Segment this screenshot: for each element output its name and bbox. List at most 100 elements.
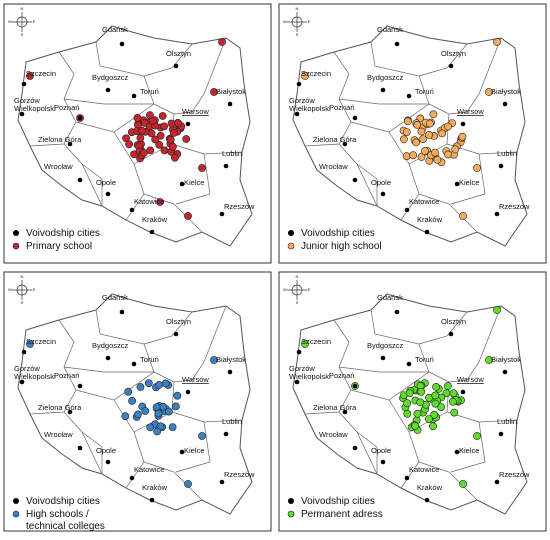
location-dot — [168, 423, 177, 431]
city-label: Wrocław — [319, 430, 348, 439]
city-label: Wrocław — [44, 162, 73, 171]
city-label: Warsow — [182, 107, 209, 116]
location-dot — [210, 356, 218, 364]
location-dot — [425, 130, 433, 139]
region-border — [450, 153, 486, 205]
map-panel: N S W E Gdańsk Olsztyn Szczecin Białystok Bydgos… — [3, 271, 272, 532]
city-label: Lublin — [222, 417, 242, 426]
city-dot — [502, 369, 508, 375]
location-dot — [124, 387, 133, 396]
city-dot — [105, 191, 111, 197]
city-label: Opole — [371, 446, 391, 455]
city-label: Poznań — [329, 371, 354, 380]
city-dot — [173, 63, 179, 69]
location-dot — [403, 117, 412, 126]
location-dot — [412, 138, 420, 147]
city-dot — [494, 479, 500, 485]
city-label: Gorzów — [14, 96, 40, 105]
city-label: Kielce — [459, 446, 479, 455]
location-dot — [403, 399, 412, 408]
city-label: Wielkopolski — [289, 372, 331, 381]
region-border — [418, 311, 468, 345]
compass-arrows — [287, 280, 307, 300]
city-dot — [21, 81, 27, 87]
location-dot — [153, 427, 162, 436]
region-border — [29, 143, 65, 147]
city-label: Zielona Góra — [38, 135, 82, 144]
location-dot — [413, 409, 422, 418]
location-dot — [473, 432, 481, 440]
city-dot — [19, 111, 25, 117]
city-label: Kielce — [184, 446, 204, 455]
city-label: Zielona Góra — [313, 135, 357, 144]
region-border — [370, 37, 502, 115]
location-dot — [430, 410, 439, 419]
city-dot — [173, 331, 179, 337]
compass-label: E — [33, 19, 36, 24]
region-border — [304, 143, 340, 147]
location-dot — [448, 397, 457, 406]
location-dot — [444, 150, 452, 159]
location-dot — [409, 151, 418, 160]
city-label: Wielkopolski — [289, 104, 331, 113]
region-border — [356, 163, 378, 206]
location-dot — [141, 407, 150, 415]
region-border — [143, 461, 203, 501]
region-border — [370, 305, 502, 383]
location-dot — [156, 198, 164, 206]
city-dot — [296, 81, 302, 87]
city-label: Olsztyn — [166, 49, 191, 58]
region-border — [446, 381, 518, 423]
city-label: Szczecin — [26, 69, 56, 78]
location-dot — [493, 38, 501, 46]
location-dot — [417, 153, 426, 161]
compass-label: S — [296, 32, 299, 37]
city-label: Zielona Góra — [313, 403, 357, 412]
location-dot — [198, 164, 206, 172]
location-dot — [420, 147, 429, 155]
city-label: Olsztyn — [166, 317, 191, 326]
city-dot — [19, 379, 25, 385]
location-dot — [438, 129, 446, 138]
location-dot — [431, 399, 440, 408]
location-dot — [425, 119, 434, 128]
location-dot — [402, 152, 411, 161]
location-dot — [133, 114, 142, 122]
location-dot — [450, 408, 459, 417]
city-label: Lublin — [497, 149, 517, 158]
city-dot — [404, 207, 410, 213]
compass-label: E — [308, 287, 311, 292]
city-dot — [223, 163, 229, 169]
city-dot — [77, 115, 83, 121]
city-label: Lublin — [497, 417, 517, 426]
region-border — [418, 461, 478, 501]
legend-label: Voivodship cities — [26, 496, 100, 507]
city-label: Opole — [371, 178, 391, 187]
city-label: Lublin — [222, 149, 242, 158]
city-label: Kraków — [142, 215, 168, 224]
location-dot — [169, 129, 178, 137]
location-dot — [402, 128, 411, 137]
city-dot — [185, 121, 191, 127]
location-dot — [301, 340, 309, 348]
compass-label: E — [308, 19, 311, 24]
location-dot — [218, 38, 226, 46]
compass-label: N — [21, 274, 24, 279]
city-label: Kraków — [417, 483, 443, 492]
city-dot — [498, 431, 504, 437]
city-dot — [119, 309, 125, 315]
legend-marker — [12, 242, 20, 250]
city-dot — [342, 409, 348, 415]
city-dot — [296, 349, 302, 355]
city-dot — [406, 93, 412, 99]
region-border — [338, 98, 429, 105]
location-dot — [210, 88, 218, 96]
legend-label: Voivodship cities — [301, 496, 375, 507]
city-dot — [494, 211, 500, 217]
region-border — [418, 193, 478, 233]
compass-arrows — [12, 12, 32, 32]
compass-label: N — [296, 274, 299, 279]
city-dot — [448, 63, 454, 69]
city-label: Katowice — [409, 197, 439, 206]
city-label: Wielkopolski — [14, 104, 56, 113]
